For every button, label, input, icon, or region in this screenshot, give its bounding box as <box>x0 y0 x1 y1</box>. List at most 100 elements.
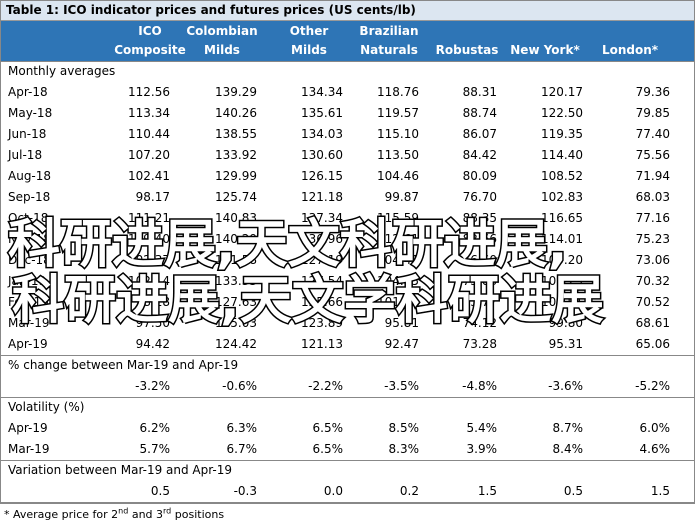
cell: 131.58 <box>215 253 257 267</box>
row-label: Mar-19 <box>8 442 50 456</box>
cell: 99.80 <box>548 316 583 330</box>
row-label: Feb-19 <box>8 295 49 309</box>
watermark-text: 科研进展,天文学科研进展 <box>12 271 604 331</box>
cell: 3.9% <box>466 442 498 456</box>
cell: 104.75 <box>377 274 419 288</box>
cell: 127.54 <box>301 274 343 288</box>
cell: 8.3% <box>388 442 420 456</box>
cell: 74.12 <box>462 316 497 330</box>
cell: 86.07 <box>462 127 497 141</box>
footnote-part: nd <box>118 506 129 516</box>
title-bar <box>0 0 695 21</box>
cell: 102.91 <box>541 295 583 309</box>
row-label: Nov-18 <box>8 232 51 246</box>
cell: 125.74 <box>215 190 257 204</box>
header-bar <box>0 21 695 61</box>
cell: 8.4% <box>552 442 584 456</box>
cell: 75.77 <box>462 295 497 309</box>
cell: 120.17 <box>541 85 583 99</box>
cell: 114.01 <box>541 232 583 246</box>
footnote-part: and <box>128 508 157 521</box>
cell: 125.66 <box>301 295 343 309</box>
cell: 75.56 <box>635 148 670 162</box>
cell: 130.60 <box>301 148 343 162</box>
cell: 99.87 <box>384 190 419 204</box>
cell: 95.31 <box>548 337 583 351</box>
row-label: Oct-18 <box>8 211 49 225</box>
cell: 110.44 <box>128 127 170 141</box>
cell: 1.5 <box>477 484 497 498</box>
rule <box>0 502 695 503</box>
column-header: Milds <box>204 43 240 57</box>
cell: 127.19 <box>301 253 343 267</box>
watermark-text: 科研进展,天文科研进展, <box>8 215 568 275</box>
cell: 70.52 <box>635 295 670 309</box>
cell: 77.40 <box>635 127 670 141</box>
cell: 0.0 <box>323 484 343 498</box>
cell: 136.96 <box>301 232 343 246</box>
cell: 101.34 <box>377 295 419 309</box>
column-header: London* <box>601 43 659 57</box>
title: Table 1: ICO indicator prices and future… <box>6 3 416 17</box>
cell: 98.18 <box>135 295 170 309</box>
cell: 6.0% <box>639 421 671 435</box>
cell: 73.28 <box>462 337 497 351</box>
row-label: May-18 <box>8 106 53 120</box>
cell: 115.59 <box>377 211 419 225</box>
cell: -2.2% <box>308 379 343 393</box>
cell: 126.15 <box>301 169 343 183</box>
cell: 0.5 <box>563 484 583 498</box>
column-header: Colombian <box>186 24 258 38</box>
cell: 113.34 <box>128 106 170 120</box>
cell: 113.50 <box>377 148 419 162</box>
cell: 119.57 <box>377 106 419 120</box>
cell: 102.83 <box>541 190 583 204</box>
cell: 97.50 <box>135 316 170 330</box>
cell: 88.31 <box>462 85 497 99</box>
cell: 68.03 <box>635 190 670 204</box>
cell: 70.32 <box>635 274 670 288</box>
column-header: Milds <box>291 43 327 57</box>
cell: 108.52 <box>541 169 583 183</box>
cell: 6.2% <box>139 421 171 435</box>
cell: 122.50 <box>541 106 583 120</box>
cell: 82.66 <box>462 232 497 246</box>
cell: 95.81 <box>384 316 419 330</box>
cell: 105.20 <box>541 253 583 267</box>
cell: 102.14 <box>128 274 170 288</box>
cell: 115.10 <box>377 127 419 141</box>
row-label: Jan-19 <box>8 274 47 288</box>
column-header: Robustas <box>435 43 499 57</box>
cell: 140.29 <box>215 232 257 246</box>
cell: 5.7% <box>139 442 171 456</box>
rule <box>0 61 695 62</box>
column-header: Brazilian <box>359 24 419 38</box>
cell: 65.06 <box>635 337 670 351</box>
cell: 0.5 <box>150 484 170 498</box>
cell: 104.46 <box>377 169 419 183</box>
cell: 6.7% <box>226 442 258 456</box>
cell: 127.63 <box>215 295 257 309</box>
cell: 8.5% <box>388 421 420 435</box>
cell: -3.2% <box>135 379 170 393</box>
cell: -0.6% <box>222 379 257 393</box>
cell: 121.18 <box>301 190 343 204</box>
cell: 107.20 <box>128 148 170 162</box>
cell: 139.29 <box>215 85 257 99</box>
cell: 138.55 <box>215 127 257 141</box>
cell: 77.16 <box>635 211 670 225</box>
column-header: ICO <box>138 24 162 38</box>
cell: 140.83 <box>215 211 257 225</box>
section-title: Monthly averages <box>8 64 116 78</box>
footnote: * Average price for 2nd and 3rd position… <box>4 504 224 525</box>
cell: 92.47 <box>384 337 419 351</box>
footnote-part: positions <box>171 508 225 521</box>
cell: 75.23 <box>635 232 670 246</box>
row-label: Apr-19 <box>8 337 48 351</box>
cell: 0.2 <box>399 484 419 498</box>
footnote-part: 3 <box>156 508 164 521</box>
cell: 98.17 <box>135 190 170 204</box>
cell: 125.03 <box>215 316 257 330</box>
cell: 112.56 <box>128 85 170 99</box>
cell: 6.5% <box>312 421 344 435</box>
